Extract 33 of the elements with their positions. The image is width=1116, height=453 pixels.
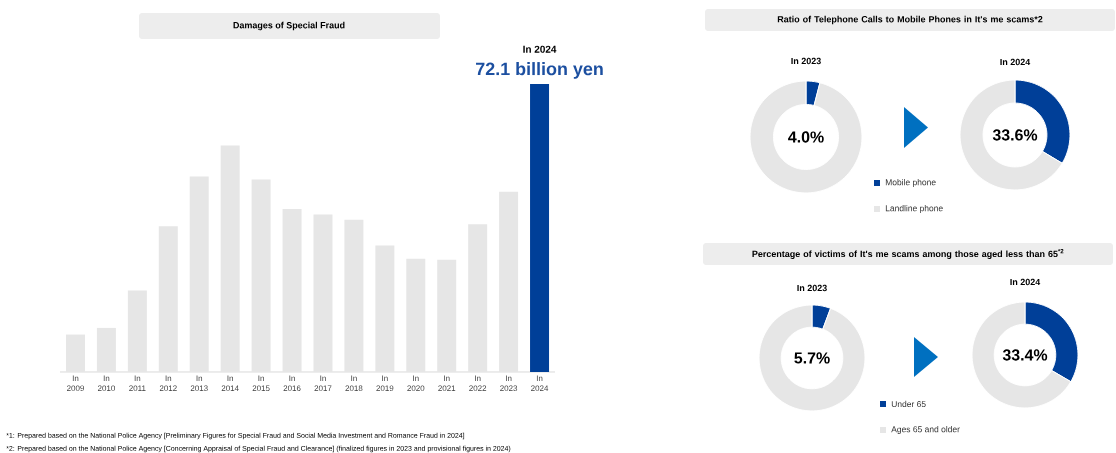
legend-label: Mobile phone xyxy=(885,179,936,187)
bar xyxy=(375,245,395,372)
legend-label: Under 65 xyxy=(891,400,926,408)
bar xyxy=(468,224,488,372)
bar xyxy=(437,259,457,372)
bar xyxy=(499,191,519,372)
bar xyxy=(344,219,364,372)
bar xyxy=(313,214,333,372)
bar xyxy=(251,179,271,372)
bar xyxy=(189,176,209,372)
bar xyxy=(96,327,116,372)
bar xyxy=(530,83,550,372)
text: 5.7% xyxy=(794,352,830,364)
bar xyxy=(127,290,147,372)
chart-subtitle: In 2024 xyxy=(1000,58,1031,66)
chart-title: Ratio of Telephone Calls to Mobile Phones in It's me scams*2 xyxy=(777,15,1043,25)
bar xyxy=(158,226,178,372)
bar xyxy=(282,208,302,372)
text: 33.4% xyxy=(1002,349,1048,361)
text: In 2024 xyxy=(523,45,557,53)
text: 33.6% xyxy=(992,129,1038,141)
chart-title: Damages of Special Fraud xyxy=(233,21,345,31)
legend-label: Landline phone xyxy=(885,205,943,213)
text: 4.0% xyxy=(788,131,824,143)
chart-subtitle: In 2024 xyxy=(1010,278,1041,286)
bar xyxy=(65,334,85,372)
bar xyxy=(220,145,240,372)
chart-subtitle: In 2023 xyxy=(797,284,827,292)
chart-title: Percentage of victims of It's me scams among those aged less than 65$^{*2}$ xyxy=(752,249,1064,259)
bar xyxy=(406,258,426,372)
chart-subtitle: In 2023 xyxy=(791,57,821,65)
annotation: 72.1 billion yen xyxy=(476,62,603,79)
legend-label: Ages 65 and older xyxy=(891,426,960,434)
